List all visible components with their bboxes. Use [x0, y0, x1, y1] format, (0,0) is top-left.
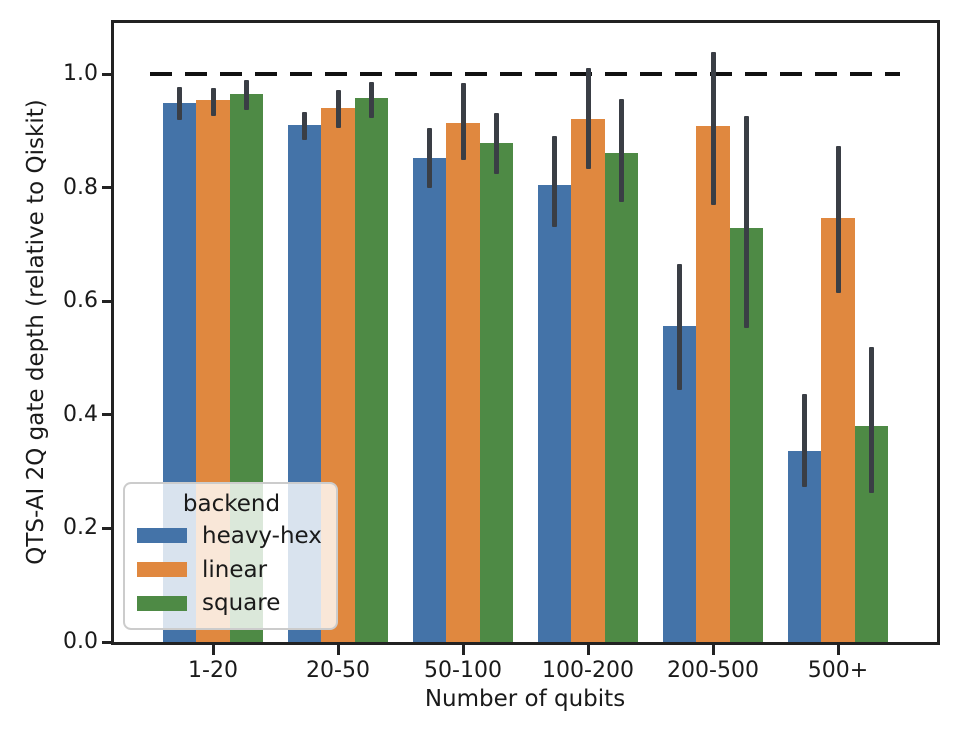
y-tick-label: 0.6: [63, 288, 98, 314]
bar-heavy-hex-100-200: [537, 184, 572, 642]
bar-heavy-hex-50-100: [412, 158, 447, 642]
error-bar-square-200-500: [743, 116, 749, 329]
legend: backend heavy-hex linear square: [123, 482, 338, 630]
error-bar-heavy-hex-500+: [802, 394, 808, 488]
error-bar-square-1-20: [243, 79, 249, 110]
error-bar-heavy-hex-100-200: [552, 136, 558, 227]
x-tick-mark: [836, 644, 840, 655]
legend-label-heavy-hex: heavy-hex: [202, 522, 322, 549]
legend-entry-square: square: [137, 586, 326, 620]
y-tick-mark: [102, 299, 113, 303]
x-axis-label: Number of qubits: [424, 686, 626, 712]
error-bar-linear-100-200: [585, 68, 591, 169]
x-tick-mark: [711, 644, 715, 655]
bar-linear-200-500: [696, 125, 730, 642]
y-tick-label: 1.0: [63, 61, 98, 87]
x-tick-label: 1-20: [188, 658, 238, 683]
legend-entry-heavy-hex: heavy-hex: [137, 519, 326, 553]
error-bar-heavy-hex-20-50: [302, 112, 308, 140]
error-bar-square-100-200: [618, 99, 624, 202]
error-bar-linear-200-500: [710, 52, 716, 205]
x-tick-mark: [586, 644, 590, 655]
y-tick-label: 0.8: [63, 174, 98, 200]
y-tick-mark: [102, 72, 113, 76]
bar-linear-50-100: [446, 122, 480, 642]
bar-linear-100-200: [571, 119, 605, 642]
legend-entries: heavy-hex linear square: [137, 519, 326, 620]
x-tick-label: 500+: [807, 658, 869, 683]
reference-line-1.0: [150, 72, 900, 77]
error-bar-square-500+: [868, 347, 874, 494]
x-tick-label: 20-50: [306, 658, 370, 683]
error-bar-heavy-hex-50-100: [427, 128, 433, 188]
y-tick-label: 0.2: [63, 515, 98, 541]
x-tick-mark: [211, 644, 215, 655]
error-bar-square-50-100: [493, 112, 499, 174]
x-tick-mark: [461, 644, 465, 655]
x-tick-label: 50-100: [424, 658, 502, 683]
y-axis-label: QTS-AI 2Q gate depth (relative to Qiskit…: [23, 99, 49, 565]
x-tick-label: 100-200: [542, 658, 634, 683]
x-tick-label: 200-500: [667, 658, 759, 683]
error-bar-heavy-hex-1-20: [177, 87, 183, 121]
legend-swatch-heavy-hex: [137, 528, 187, 544]
legend-entry-linear: linear: [137, 553, 326, 587]
y-tick-mark: [102, 526, 113, 530]
legend-label-linear: linear: [202, 556, 268, 583]
y-tick-mark: [102, 186, 113, 190]
legend-label-square: square: [202, 590, 281, 617]
y-tick-label: 0.0: [63, 629, 98, 654]
error-bar-linear-20-50: [335, 90, 341, 128]
error-bar-linear-500+: [835, 145, 841, 293]
bar-square-20-50: [354, 98, 389, 642]
error-bar-heavy-hex-200-500: [677, 263, 683, 391]
x-tick-mark: [336, 644, 340, 655]
legend-swatch-square: [137, 595, 187, 611]
y-tick-mark: [102, 640, 113, 644]
error-bar-linear-50-100: [460, 83, 466, 160]
bar-square-50-100: [479, 142, 514, 642]
y-tick-label: 0.4: [63, 401, 98, 427]
y-tick-mark: [102, 413, 113, 417]
legend-title: backend: [182, 491, 281, 517]
error-bar-square-20-50: [368, 82, 374, 118]
bar-square-100-200: [604, 153, 639, 642]
legend-swatch-linear: [137, 562, 187, 577]
error-bar-linear-1-20: [210, 88, 216, 117]
plot-area: [111, 20, 940, 645]
